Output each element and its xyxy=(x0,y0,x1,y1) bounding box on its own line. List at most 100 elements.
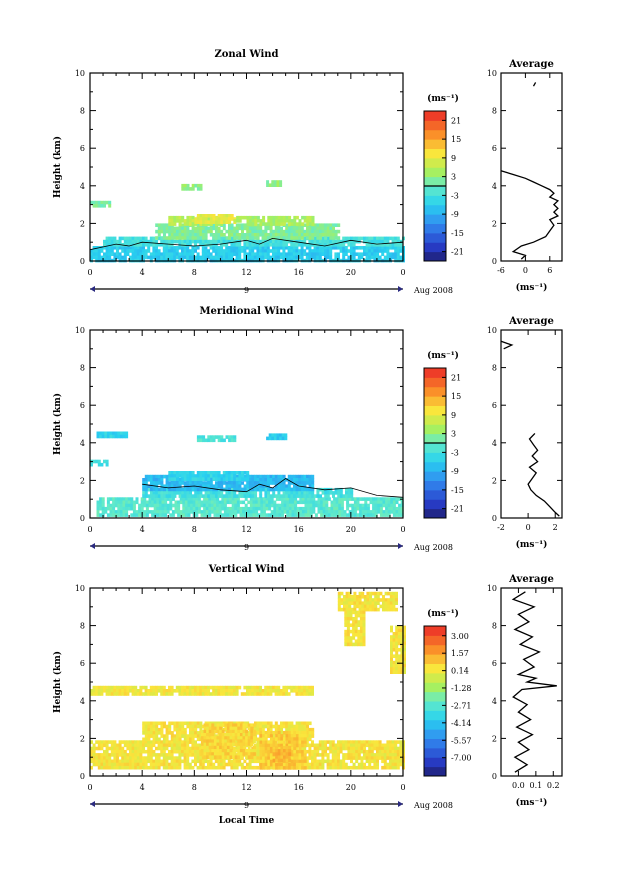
heatmap-cell xyxy=(232,755,236,759)
heatmap-cell xyxy=(235,484,239,488)
heatmap-cell xyxy=(376,252,379,256)
heatmap-cell xyxy=(152,246,156,250)
heatmap-cell xyxy=(280,481,283,485)
heatmap-cell xyxy=(211,755,215,759)
heatmap-cell xyxy=(303,219,307,223)
heatmap-cell xyxy=(298,724,302,729)
heatmap-cell xyxy=(97,756,101,760)
heatmap-cell xyxy=(293,474,296,479)
heatmap-cell xyxy=(157,481,161,485)
heatmap-cell xyxy=(307,500,311,505)
heatmap-cell xyxy=(228,487,231,492)
heatmap-cell xyxy=(216,500,220,505)
heatmap-cell xyxy=(350,765,353,770)
heatmap-cell xyxy=(282,692,286,696)
heatmap-cell xyxy=(155,759,158,764)
heatmap-cell xyxy=(214,759,218,764)
heatmap-cell xyxy=(194,740,197,744)
heatmap-cell xyxy=(168,724,172,729)
heatmap-cell xyxy=(186,233,190,237)
heatmap-cell xyxy=(395,595,398,599)
heatmap-cell xyxy=(290,249,294,253)
heatmap-cell xyxy=(202,438,206,443)
colorbar-tick-label: -21 xyxy=(451,505,464,514)
heatmap-cell xyxy=(191,724,195,729)
heatmap-cell xyxy=(384,591,388,596)
heatmap-cell xyxy=(200,745,204,750)
heatmap-cell xyxy=(324,749,327,754)
heatmap-cell xyxy=(268,506,272,511)
heatmap-cell xyxy=(248,692,252,696)
heatmap-cell xyxy=(196,494,200,498)
heatmap-cell xyxy=(316,487,320,492)
heatmap-cell xyxy=(178,481,182,485)
heatmap-cell xyxy=(357,746,361,751)
heatmap-cell xyxy=(204,477,208,481)
heatmap-cell xyxy=(105,759,109,764)
heatmap-cell xyxy=(173,746,177,751)
heatmap-cell xyxy=(165,724,169,729)
heatmap-cell xyxy=(100,740,104,744)
heatmap-cell xyxy=(208,755,212,759)
heatmap-cell xyxy=(155,249,158,253)
heatmap-cell xyxy=(142,491,146,495)
heatmap-cell xyxy=(178,471,182,475)
heatmap-cell xyxy=(126,236,130,241)
heatmap-cell xyxy=(277,249,281,253)
heatmap-cell xyxy=(103,759,106,764)
heatmap-cell xyxy=(199,756,203,760)
heatmap-cell xyxy=(186,249,190,253)
heatmap-cell xyxy=(101,500,105,505)
average-x-tick-label: 0 xyxy=(523,266,528,275)
heatmap-cell xyxy=(335,497,339,501)
heatmap-cell xyxy=(362,639,366,643)
heatmap-cell xyxy=(116,255,119,260)
heatmap-cell xyxy=(235,689,239,693)
heatmap-cell xyxy=(181,749,184,754)
heatmap-cell xyxy=(272,236,276,240)
heatmap-cell xyxy=(372,500,376,505)
heatmap-cell xyxy=(221,739,225,743)
heatmap-cell xyxy=(344,613,348,618)
heatmap-cell xyxy=(206,742,210,747)
heatmap-cell xyxy=(256,481,260,485)
heatmap-cell xyxy=(283,503,287,508)
heatmap-cell xyxy=(403,651,406,655)
heatmap-cell xyxy=(324,255,327,260)
heatmap-cell xyxy=(329,743,333,748)
heatmap-cell xyxy=(295,233,299,237)
heatmap-cell xyxy=(332,233,335,237)
heatmap-cell xyxy=(217,217,221,221)
heatmap-cell xyxy=(329,746,333,751)
heatmap-cell xyxy=(199,222,203,226)
y-axis-label: Height (km) xyxy=(52,136,63,198)
heatmap-cell xyxy=(290,727,294,732)
heatmap-cell xyxy=(264,243,268,247)
heatmap-cell xyxy=(163,724,166,729)
colorbar-unit-label: (ms⁻¹) xyxy=(427,350,459,361)
heatmap-cell xyxy=(261,478,265,482)
heatmap-cell xyxy=(242,733,246,737)
heatmap-cell xyxy=(252,497,256,501)
heatmap-cell xyxy=(395,670,399,674)
heatmap-cell xyxy=(183,689,187,693)
heatmap-cell xyxy=(140,506,144,511)
heatmap-cell xyxy=(285,215,289,220)
heatmap-cell xyxy=(370,743,374,748)
heatmap-cell xyxy=(134,689,138,693)
heatmap-cell xyxy=(201,252,205,256)
heatmap-cell xyxy=(395,664,399,668)
heatmap-cell xyxy=(175,762,179,767)
heatmap-cell xyxy=(134,756,138,760)
heatmap-cell xyxy=(173,756,177,760)
heatmap-cell xyxy=(403,638,406,642)
heatmap-cell xyxy=(350,598,354,602)
heatmap-cell xyxy=(99,500,103,505)
heatmap-cell xyxy=(337,239,340,244)
heatmap-cell xyxy=(318,249,322,253)
heatmap-cell xyxy=(233,249,236,253)
heatmap-cell xyxy=(359,503,363,508)
heatmap-cell xyxy=(176,477,179,481)
heatmap-cell xyxy=(144,765,148,770)
heatmap-cell xyxy=(220,249,223,253)
